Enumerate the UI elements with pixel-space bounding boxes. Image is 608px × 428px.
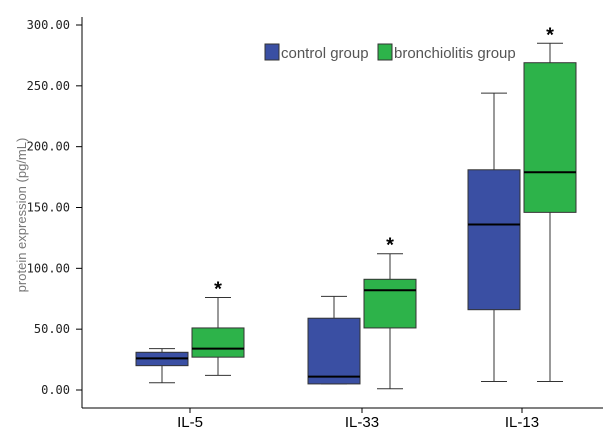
iqr-box xyxy=(467,169,521,311)
y-axis-title: protein expression (pg/mL) xyxy=(14,138,29,293)
x-tick-label: IL-33 xyxy=(345,414,379,428)
box-series: * * * xyxy=(135,24,577,390)
iqr-box xyxy=(307,317,361,385)
legend-swatch xyxy=(377,43,393,61)
y-tick-label: 0.00 xyxy=(41,383,70,397)
y-tick-label: 300.00 xyxy=(27,18,70,32)
legend: control group bronchiolitis group xyxy=(264,43,516,62)
box-control-group-IL-13 xyxy=(467,92,521,382)
box-bronchiolitis-group-IL-33: * xyxy=(363,235,417,390)
x-tick-label: IL-13 xyxy=(505,414,539,428)
y-axis: 0.00 50.00 100.00 150.00 200.00 250.00 300.00 xyxy=(27,17,83,408)
iqr-box xyxy=(191,327,245,358)
significance-marker: * xyxy=(546,24,554,46)
iqr-box xyxy=(523,62,577,213)
box-control-group-IL-33 xyxy=(307,295,361,385)
legend-label: control group xyxy=(281,45,369,62)
y-tick-label: 200.00 xyxy=(27,140,70,154)
significance-marker: * xyxy=(386,235,394,257)
x-tick-label: IL-5 xyxy=(177,414,203,428)
y-tick-label: 100.00 xyxy=(27,261,70,275)
y-tick-label: 150.00 xyxy=(27,201,70,215)
significance-marker: * xyxy=(214,279,222,301)
y-tick-label: 250.00 xyxy=(27,79,70,93)
box-bronchiolitis-group-IL-5: * xyxy=(191,279,245,376)
legend-label: bronchiolitis group xyxy=(394,45,516,62)
iqr-box xyxy=(363,278,417,329)
legend-swatch xyxy=(264,43,280,61)
box-bronchiolitis-group-IL-13: * xyxy=(523,24,577,382)
y-tick-label: 50.00 xyxy=(34,322,70,336)
box-control-group-IL-5 xyxy=(135,348,189,384)
x-axis: IL-5 IL-33 IL-13 xyxy=(82,407,603,428)
